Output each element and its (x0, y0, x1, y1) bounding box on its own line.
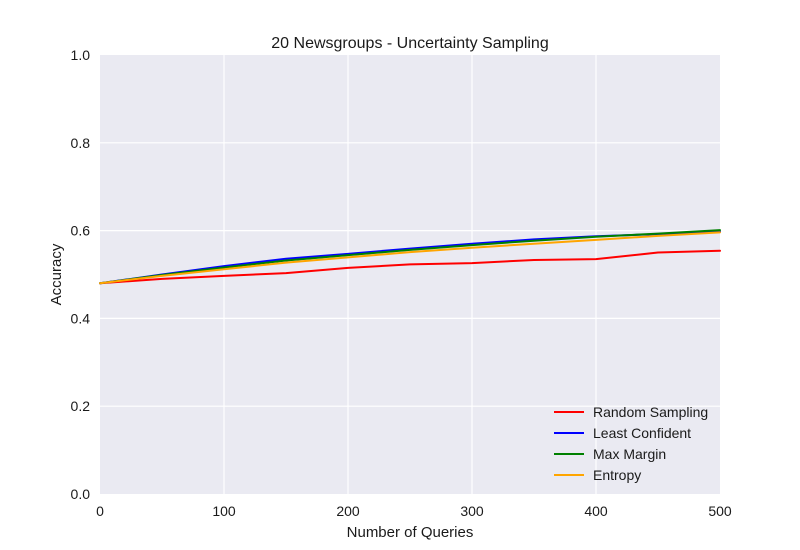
y-tick-label: 0.4 (71, 310, 91, 326)
y-tick-label: 0.6 (71, 223, 91, 239)
series-layer (99, 229, 721, 285)
grid-lines (100, 55, 720, 494)
y-tick-label: 0.8 (71, 135, 91, 151)
legend-label: Entropy (593, 467, 641, 483)
plot-area (100, 55, 720, 494)
y-axis-ticks: 0.0 0.2 0.4 0.6 0.8 1.0 (71, 47, 91, 502)
y-axis-label: Accuracy (48, 243, 65, 305)
x-axis-ticks: 0 100 200 300 400 500 (96, 503, 732, 519)
series-line-random-sampling (99, 249, 721, 285)
x-tick-label: 200 (336, 503, 360, 519)
x-tick-label: 400 (584, 503, 608, 519)
x-tick-label: 0 (96, 503, 104, 519)
x-tick-label: 500 (708, 503, 732, 519)
x-tick-label: 100 (212, 503, 236, 519)
series-line-entropy (99, 231, 721, 285)
chart-title: 20 Newsgroups - Uncertainty Sampling (271, 35, 548, 52)
y-tick-label: 0.2 (71, 398, 91, 414)
x-tick-label: 300 (460, 503, 484, 519)
series-line-max-margin (99, 229, 721, 285)
legend-label: Random Sampling (593, 404, 708, 420)
x-axis-label: Number of Queries (347, 524, 474, 541)
y-tick-label: 0.0 (71, 486, 91, 502)
legend: Random Sampling Least Confident Max Margin… (554, 404, 708, 483)
legend-label: Least Confident (593, 425, 691, 441)
legend-label: Max Margin (593, 446, 666, 462)
y-tick-label: 1.0 (71, 47, 91, 63)
